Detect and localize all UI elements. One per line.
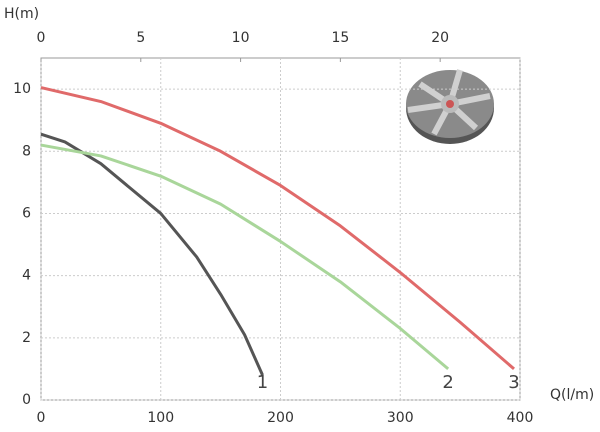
series-label: 1 <box>257 372 268 393</box>
x-tick-label: 100 <box>147 410 174 426</box>
x2-tick-label: 0 <box>37 30 46 46</box>
series-label: 2 <box>442 372 453 393</box>
x2-tick-label: 5 <box>136 30 145 46</box>
y-tick-label: 8 <box>22 143 31 159</box>
series-line <box>40 86 515 371</box>
y-axis-label: H(m) <box>4 6 39 22</box>
x-tick-label: 400 <box>507 410 534 426</box>
x-axis-label: Q(l/m) <box>550 387 594 403</box>
y-tick-label: 0 <box>22 392 31 408</box>
x2-tick-label: 10 <box>232 30 250 46</box>
impeller-image <box>406 69 494 144</box>
x2-tick-label: 15 <box>331 30 349 46</box>
y-tick-label: 6 <box>22 205 31 221</box>
x-tick-label: 0 <box>37 410 46 426</box>
series-line <box>40 132 264 376</box>
y-tick-label: 10 <box>13 81 31 97</box>
x2-tick-label: 20 <box>431 30 449 46</box>
y-tick-label: 4 <box>22 268 31 284</box>
series-label: 3 <box>508 372 519 393</box>
series-line <box>40 143 450 371</box>
x-tick-label: 300 <box>387 410 414 426</box>
x-tick-label: 200 <box>267 410 294 426</box>
y-tick-label: 2 <box>22 330 31 346</box>
